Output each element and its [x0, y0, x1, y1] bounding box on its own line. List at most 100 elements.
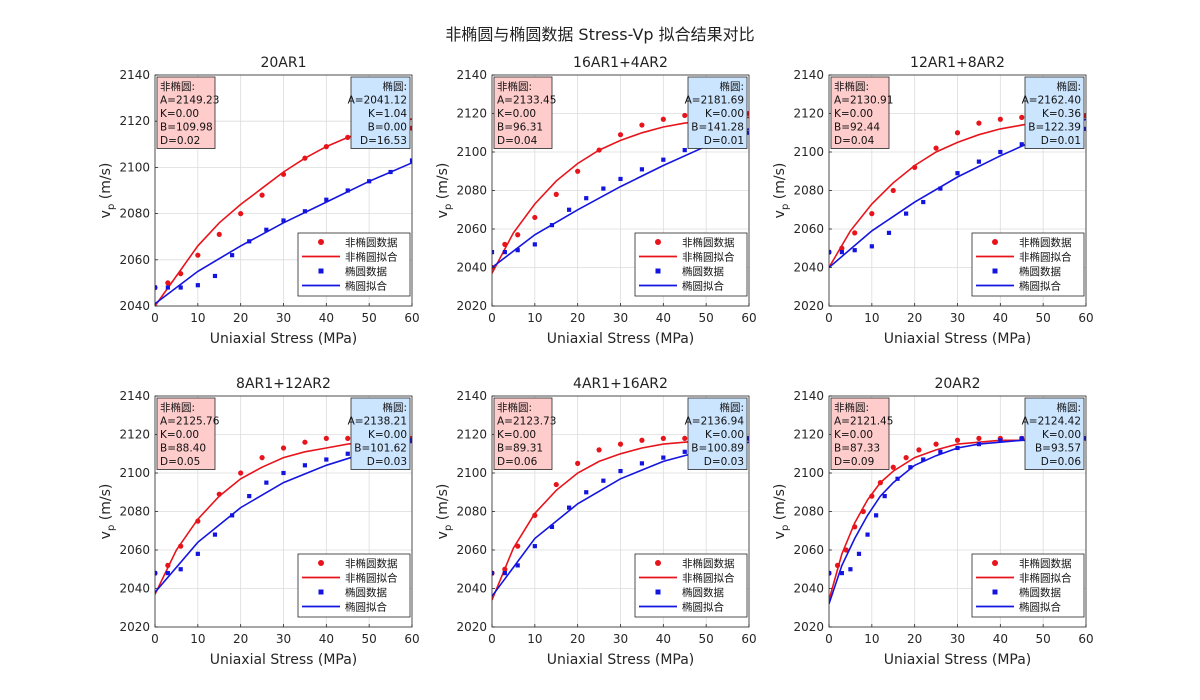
- y-tick-label: 2020: [793, 299, 824, 313]
- y-tick-label: 2120: [456, 428, 487, 442]
- x-tick-label: 10: [190, 311, 205, 325]
- y-tick-label: 2140: [456, 389, 487, 403]
- data-point-nonelliptic: [639, 437, 645, 443]
- data-point-elliptic: [886, 230, 892, 235]
- data-point-nonelliptic: [890, 187, 896, 194]
- legend-marker-circle: [318, 560, 324, 566]
- data-point-nonelliptic: [553, 481, 559, 488]
- data-point-elliptic: [839, 571, 844, 576]
- x-tick-label: 0: [488, 632, 496, 646]
- x-tick-label: 20: [907, 632, 922, 646]
- data-point-nonelliptic: [639, 122, 645, 128]
- params-nonelliptic-text: A=2149.23: [160, 95, 219, 107]
- params-nonelliptic-text: B=109.98: [160, 122, 213, 134]
- x-tick-label: 60: [741, 311, 756, 325]
- x-tick-label: 30: [950, 311, 965, 325]
- params-elliptic-text: K=0.36: [1042, 108, 1081, 120]
- data-point-nonelliptic: [515, 543, 521, 549]
- y-tick-label: 2100: [456, 145, 487, 159]
- legend-label: 椭圆数据: [345, 586, 387, 599]
- x-tick-label: 0: [825, 632, 833, 646]
- params-elliptic-text: 椭圆:: [1056, 80, 1081, 93]
- params-elliptic-text: 椭圆:: [382, 80, 407, 93]
- subplot-4: 0 10 20 30 40 50 60 2020 2040 2060 2080 2100 2120 214…: [98, 376, 420, 668]
- params-elliptic-text: 椭圆:: [382, 401, 407, 414]
- data-point-nonelliptic: [238, 211, 244, 217]
- y-axis-label: vp (m/s): [435, 484, 454, 540]
- legend-marker-circle: [992, 560, 998, 566]
- params-nonelliptic-box: [493, 76, 553, 149]
- params-nonelliptic-box: [156, 76, 216, 149]
- params-elliptic-text: K=0.00: [705, 108, 744, 120]
- params-nonelliptic-text: A=2125.76: [160, 416, 220, 428]
- data-point-nonelliptic: [1019, 114, 1025, 120]
- subplot-2: 0 10 20 30 40 50 60 2020 2040 2060 2080 2100 2120 214…: [435, 55, 757, 347]
- params-nonelliptic-text: A=2121.45: [834, 416, 893, 428]
- data-point-elliptic: [230, 253, 235, 258]
- data-point-elliptic: [661, 455, 666, 460]
- x-tick-label: 20: [907, 311, 922, 325]
- legend-label: 椭圆拟合: [345, 280, 387, 293]
- y-axis-label: vp (m/s): [98, 484, 117, 540]
- legend-marker-circle: [318, 239, 324, 245]
- data-point-elliptic: [601, 478, 606, 483]
- y-tick-label: 2120: [793, 428, 824, 442]
- data-point-elliptic: [502, 571, 507, 576]
- legend-box: [971, 232, 1085, 297]
- x-tick-label: 30: [276, 311, 291, 325]
- data-point-elliptic: [155, 285, 158, 290]
- params-elliptic-text: D=16.53: [360, 135, 407, 147]
- subplot-grid: 0 10 20 30 40 50 6020402060208021002120214020A…: [98, 55, 1094, 668]
- legend-label: 非椭圆数据: [682, 557, 735, 570]
- legend-marker-circle: [992, 239, 998, 245]
- x-axis-label: Uniaxial Stress (MPa): [884, 652, 1032, 668]
- data-point-elliptic: [324, 457, 329, 462]
- data-point-nonelliptic: [617, 132, 624, 138]
- subplot-5: 0 10 20 30 40 50 60 2020 2040 2060 2080 2100 2120 214…: [435, 376, 757, 668]
- params-nonelliptic-text: K=0.00: [160, 429, 199, 441]
- x-axis-label: Uniaxial Stress (MPa): [210, 652, 358, 668]
- data-point-elliptic: [195, 283, 200, 288]
- data-point-elliptic: [532, 544, 537, 549]
- data-point-elliptic: [639, 461, 645, 466]
- x-axis-label: Uniaxial Stress (MPa): [884, 331, 1032, 347]
- x-tick-label: 30: [613, 311, 628, 325]
- data-point-elliptic: [618, 176, 623, 182]
- data-point-nonelliptic: [515, 232, 521, 238]
- y-tick-label: 2080: [119, 207, 150, 221]
- y-tick-label: 2040: [793, 582, 824, 596]
- x-tick-label: 20: [233, 311, 248, 325]
- subplot-3: 0 10 20 30 40 50 60 2020 2040 2060 2080 2100 2120 214…: [772, 55, 1094, 347]
- x-tick-label: 60: [404, 311, 419, 325]
- params-elliptic-box: [1024, 76, 1085, 149]
- data-point-elliptic: [324, 197, 329, 202]
- x-axis-label: Uniaxial Stress (MPa): [210, 331, 358, 347]
- data-point-elliptic: [839, 250, 844, 255]
- x-axis-label: Uniaxial Stress (MPa): [547, 331, 695, 347]
- x-tick-label: 40: [993, 632, 1008, 646]
- x-tick-label: 0: [151, 311, 159, 325]
- y-axis-label: vp (m/s): [772, 163, 791, 219]
- subplot-title: 12AR1+8AR2: [910, 55, 1005, 71]
- legend-label: 椭圆数据: [345, 265, 387, 278]
- params-elliptic-text: K=1.04: [368, 108, 407, 120]
- legend-label: 椭圆拟合: [682, 601, 724, 614]
- data-point-nonelliptic: [195, 252, 201, 258]
- x-tick-label: 10: [864, 632, 879, 646]
- data-point-elliptic: [938, 186, 943, 191]
- y-tick-label: 2080: [793, 184, 824, 198]
- data-point-elliptic: [601, 186, 606, 191]
- x-tick-label: 20: [570, 311, 585, 325]
- y-tick-label: 2080: [793, 505, 824, 519]
- figure-title: 非椭圆与椭圆数据 Stress-Vp 拟合结果对比: [445, 25, 754, 44]
- params-elliptic-box: [1024, 397, 1085, 470]
- params-elliptic-text: 椭圆:: [1056, 401, 1081, 414]
- x-tick-label: 50: [362, 632, 377, 646]
- params-nonelliptic-text: 非椭圆:: [497, 80, 532, 93]
- legend-label: 椭圆数据: [1019, 265, 1061, 278]
- data-point-nonelliptic: [532, 214, 538, 221]
- y-tick-label: 2140: [456, 68, 487, 82]
- legend-label: 非椭圆数据: [682, 236, 735, 249]
- params-nonelliptic-text: K=0.00: [834, 429, 873, 441]
